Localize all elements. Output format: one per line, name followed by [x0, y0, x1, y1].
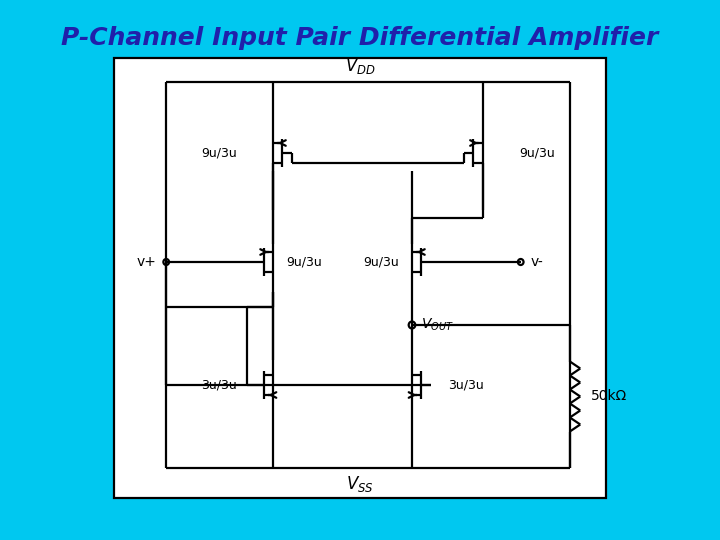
Text: 3u/3u: 3u/3u: [448, 379, 484, 392]
Text: $V_{DD}$: $V_{DD}$: [345, 56, 375, 76]
Text: 50kΩ: 50kΩ: [590, 389, 627, 403]
Text: v-: v-: [530, 255, 543, 269]
Text: P-Channel Input Pair Differential Amplifier: P-Channel Input Pair Differential Amplif…: [61, 26, 659, 50]
Text: 3u/3u: 3u/3u: [202, 379, 237, 392]
Text: 9u/3u: 9u/3u: [202, 146, 237, 159]
FancyBboxPatch shape: [114, 58, 606, 498]
Text: v+: v+: [137, 255, 157, 269]
Text: $V_{OUT}$: $V_{OUT}$: [421, 317, 454, 333]
Text: 9u/3u: 9u/3u: [287, 255, 322, 268]
Text: 9u/3u: 9u/3u: [363, 255, 399, 268]
Text: 9u/3u: 9u/3u: [519, 146, 554, 159]
Text: $V_{SS}$: $V_{SS}$: [346, 474, 374, 494]
